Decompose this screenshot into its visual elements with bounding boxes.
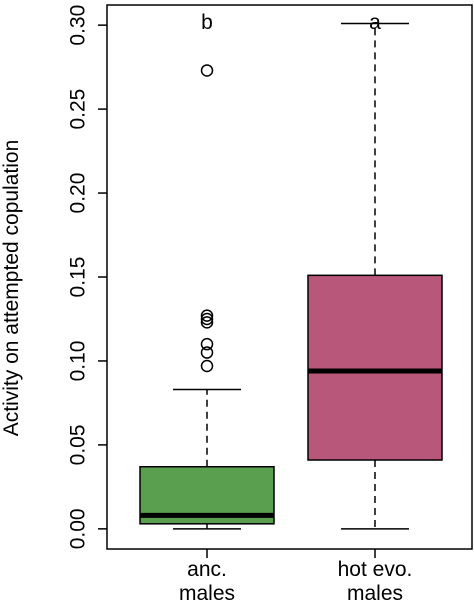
y-tick-label: 0.25 <box>66 89 89 130</box>
outlier-point <box>200 346 214 359</box>
y-tick-label: 0.10 <box>66 341 89 382</box>
x-tick-label: anc. <box>187 558 227 581</box>
outlier-point <box>200 337 214 351</box>
y-tick-label: 0.30 <box>66 5 89 46</box>
x-tick-label: hot evo. <box>338 558 413 581</box>
y-axis-label: Activity on attempted copulation <box>0 140 23 437</box>
plot-area: 0.000.050.100.150.200.250.30anc.malesbho… <box>66 4 473 602</box>
significance-letter: b <box>201 11 213 34</box>
outlier-point <box>200 316 214 329</box>
box <box>307 274 443 461</box>
outlier-point <box>200 359 214 373</box>
significance-letter: a <box>369 11 381 34</box>
x-tick-label-line2: males <box>347 582 403 602</box>
outlier-point <box>200 309 214 322</box>
outlier-point <box>200 64 214 77</box>
y-tick-label: 0.15 <box>66 257 89 298</box>
y-tick-label: 0.00 <box>66 508 89 549</box>
y-tick-label: 0.05 <box>66 424 89 465</box>
outlier-point <box>200 312 214 326</box>
y-tick-label: 0.20 <box>66 173 89 214</box>
x-tick-label-line2: males <box>179 582 235 602</box>
